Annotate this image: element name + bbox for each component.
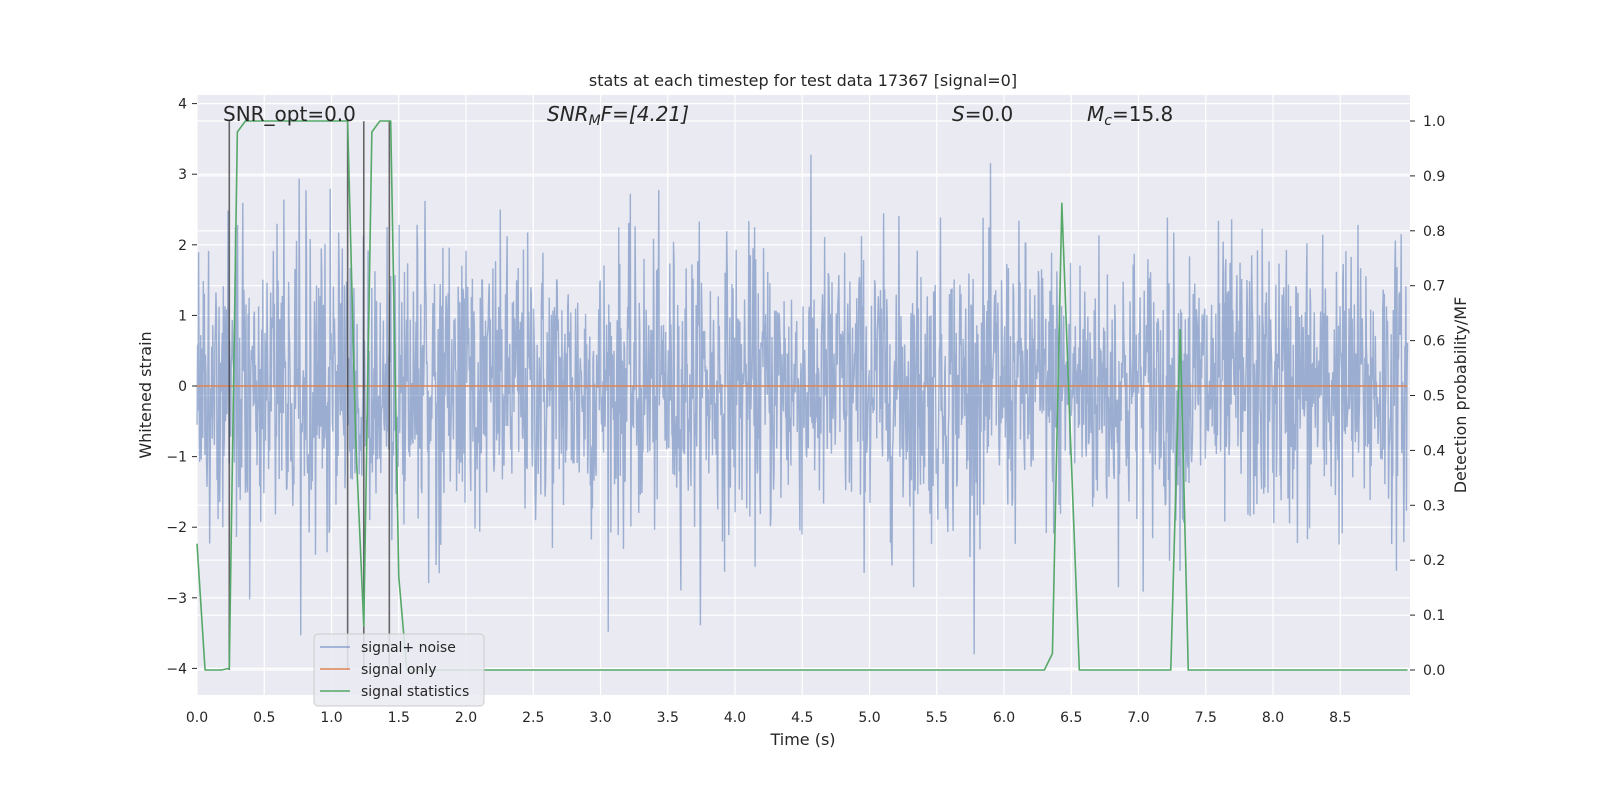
x-tick-label: 8.5 <box>1329 710 1351 726</box>
annotation-snr-mf-main: SNR <box>547 102 589 126</box>
annotation-snr-opt: SNR_opt=0.0 <box>223 102 356 126</box>
y-left-tick-label: 2 <box>178 238 187 254</box>
x-tick-label: 5.5 <box>926 710 948 726</box>
y-right-ticks: 1.0 0.9 0.8 0.7 0.6 0.5 0.4 0.3 0.2 0.1 0.0 <box>1410 114 1445 679</box>
x-tick-label: 5.0 <box>858 710 880 726</box>
y-left-ticks: 4 3 2 1 0 −1 −2 −3 −4 <box>166 97 197 677</box>
legend: signal+ noise signal only signal statist… <box>313 633 485 707</box>
legend-box <box>313 633 485 707</box>
signal-statistics-series <box>196 120 1408 671</box>
x-tick-label: 4.5 <box>791 710 813 726</box>
y-right-tick-label: 0.6 <box>1423 334 1445 350</box>
x-tick-label: 2.5 <box>522 710 544 726</box>
y-left-tick-label: −1 <box>166 450 187 466</box>
legend-label-signal-only: signal only <box>361 662 436 678</box>
y-right-tick-label: 1.0 <box>1423 114 1445 130</box>
annotation-s-value: =0.0 <box>965 102 1014 126</box>
y-right-tick-label: 0.0 <box>1423 663 1445 679</box>
x-tick-label: 6.5 <box>1060 710 1082 726</box>
y-right-tick-label: 0.5 <box>1423 389 1445 405</box>
x-tick-label: 8.0 <box>1262 710 1284 726</box>
x-tick-label: 3.0 <box>589 710 611 726</box>
annotation-mc-symbol: M <box>1087 102 1104 126</box>
y-left-tick-label: 3 <box>178 167 187 183</box>
x-tick-label: 1.0 <box>320 710 342 726</box>
y-left-axis-label: Whitened strain <box>136 331 155 458</box>
y-left-tick-label: 1 <box>178 308 187 324</box>
x-tick-label: 6.0 <box>993 710 1015 726</box>
annotation-mc-value: =15.8 <box>1112 102 1173 126</box>
x-tick-label: 0.0 <box>186 710 208 726</box>
legend-label-signal-statistics: signal statistics <box>361 684 469 700</box>
annotation-mc-sub: c <box>1104 113 1112 129</box>
x-tick-label: 7.0 <box>1127 710 1149 726</box>
noise-series <box>196 154 1409 655</box>
y-right-tick-label: 0.2 <box>1423 553 1445 569</box>
y-left-tick-label: −4 <box>166 661 187 677</box>
y-left-tick-label: 4 <box>178 97 187 113</box>
signal-statistics-line <box>196 120 1408 671</box>
annotation-s-symbol: S <box>952 102 965 126</box>
x-tick-label: 7.5 <box>1195 710 1217 726</box>
chart-title: stats at each timestep for test data 173… <box>589 71 1017 90</box>
y-right-axis-label: Detection probability/MF <box>1451 297 1470 494</box>
y-right-tick-label: 0.3 <box>1423 498 1445 514</box>
annotation-s: S=0.0 <box>952 102 1013 126</box>
annotation-snr-mf-value: F=[4.21] <box>601 102 689 126</box>
annotation-snr-mf: SNRMF=[4.21] <box>547 102 689 129</box>
legend-label-noise: signal+ noise <box>361 640 456 656</box>
annotation-snr-mf-sub: M <box>589 113 601 129</box>
y-right-tick-label: 0.8 <box>1423 224 1445 240</box>
annotation-mc: Mc=15.8 <box>1087 102 1173 129</box>
y-left-tick-label: −3 <box>166 591 187 607</box>
y-right-tick-label: 0.4 <box>1423 443 1445 459</box>
x-axis-label: Time (s) <box>769 730 835 749</box>
x-tick-label: 2.0 <box>455 710 477 726</box>
y-right-tick-label: 0.9 <box>1423 169 1445 185</box>
y-right-tick-label: 0.7 <box>1423 279 1445 295</box>
y-right-tick-label: 0.1 <box>1423 608 1445 624</box>
x-tick-label: 3.5 <box>657 710 679 726</box>
y-left-tick-label: −2 <box>166 520 187 536</box>
x-tick-label: 4.0 <box>724 710 746 726</box>
noise-line <box>196 154 1409 655</box>
x-tick-label: 0.5 <box>253 710 275 726</box>
y-left-tick-label: 0 <box>178 379 187 395</box>
x-ticks: 0.0 0.5 1.0 1.5 2.0 2.5 3.0 3.5 4.0 4.5 5.0 5.5 6.0 6… <box>186 710 1352 726</box>
x-tick-label: 1.5 <box>388 710 410 726</box>
